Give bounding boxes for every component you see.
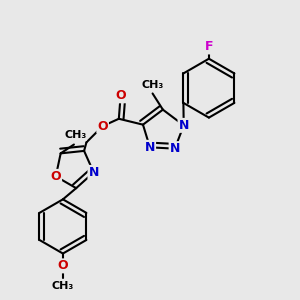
Text: N: N — [145, 141, 155, 154]
Text: CH₃: CH₃ — [64, 130, 86, 140]
Text: O: O — [58, 260, 68, 272]
Text: CH₃: CH₃ — [141, 80, 164, 90]
Text: N: N — [178, 119, 189, 132]
Text: F: F — [205, 40, 213, 53]
Text: N: N — [169, 142, 180, 155]
Text: O: O — [115, 89, 126, 102]
Text: O: O — [97, 120, 108, 133]
Text: O: O — [50, 170, 61, 183]
Text: N: N — [88, 166, 99, 179]
Text: CH₃: CH₃ — [52, 281, 74, 291]
